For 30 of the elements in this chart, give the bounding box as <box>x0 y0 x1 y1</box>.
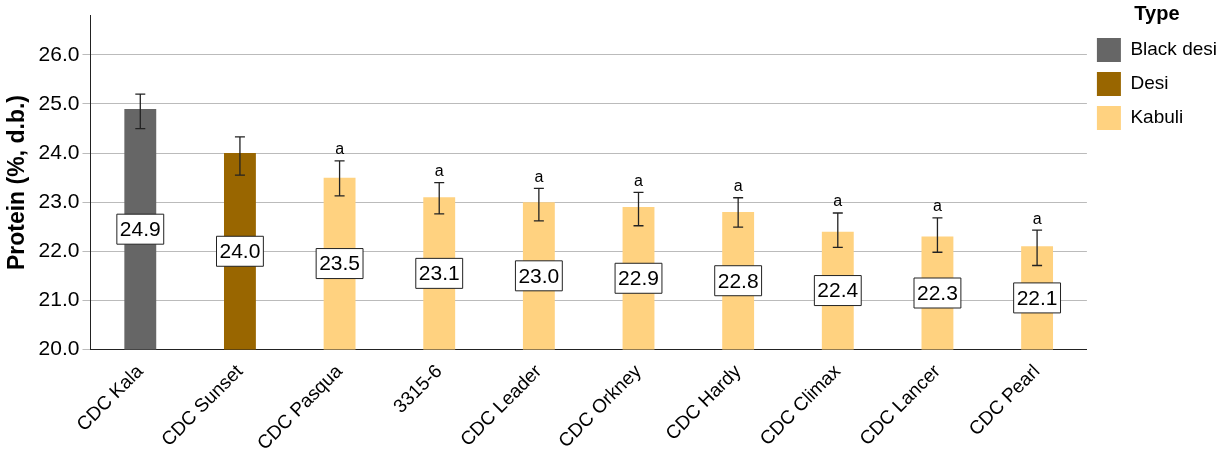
annotation: a <box>634 171 644 189</box>
annotation: a <box>733 177 743 195</box>
data-label: 23.0 <box>518 263 560 287</box>
y-tick-label: 23.0 <box>38 188 80 212</box>
y-axis-title: Protein (%, d.b.) <box>3 95 30 271</box>
y-tick-label: 26.0 <box>38 41 80 65</box>
data-label: 22.8 <box>717 268 759 292</box>
annotation: a <box>1032 209 1042 227</box>
legend-label: Desi <box>1130 72 1169 94</box>
data-label: 22.3 <box>917 280 958 304</box>
y-tick-label: 24.0 <box>38 139 80 163</box>
y-tick-label: 21.0 <box>38 287 80 311</box>
data-label: 22.4 <box>817 278 859 302</box>
data-label: 22.1 <box>1016 285 1058 309</box>
legend-label: Black desi <box>1130 38 1218 60</box>
y-tick-label: 22.0 <box>38 238 80 262</box>
y-tick-label: 20.0 <box>38 336 80 360</box>
data-label: 24.9 <box>119 216 161 240</box>
legend-label: Kabuli <box>1130 106 1184 128</box>
data-label: 23.5 <box>319 251 361 275</box>
annotation: a <box>434 161 444 179</box>
annotation: a <box>932 197 942 215</box>
y-tick-label: 25.0 <box>38 90 80 114</box>
legend-title: Type <box>1134 1 1180 24</box>
data-label: 23.1 <box>418 261 460 285</box>
data-label: 24.0 <box>219 239 261 263</box>
annotation: a <box>833 192 843 210</box>
annotation: a <box>534 167 544 185</box>
annotation: a <box>335 140 345 158</box>
data-label: 22.9 <box>618 266 659 290</box>
